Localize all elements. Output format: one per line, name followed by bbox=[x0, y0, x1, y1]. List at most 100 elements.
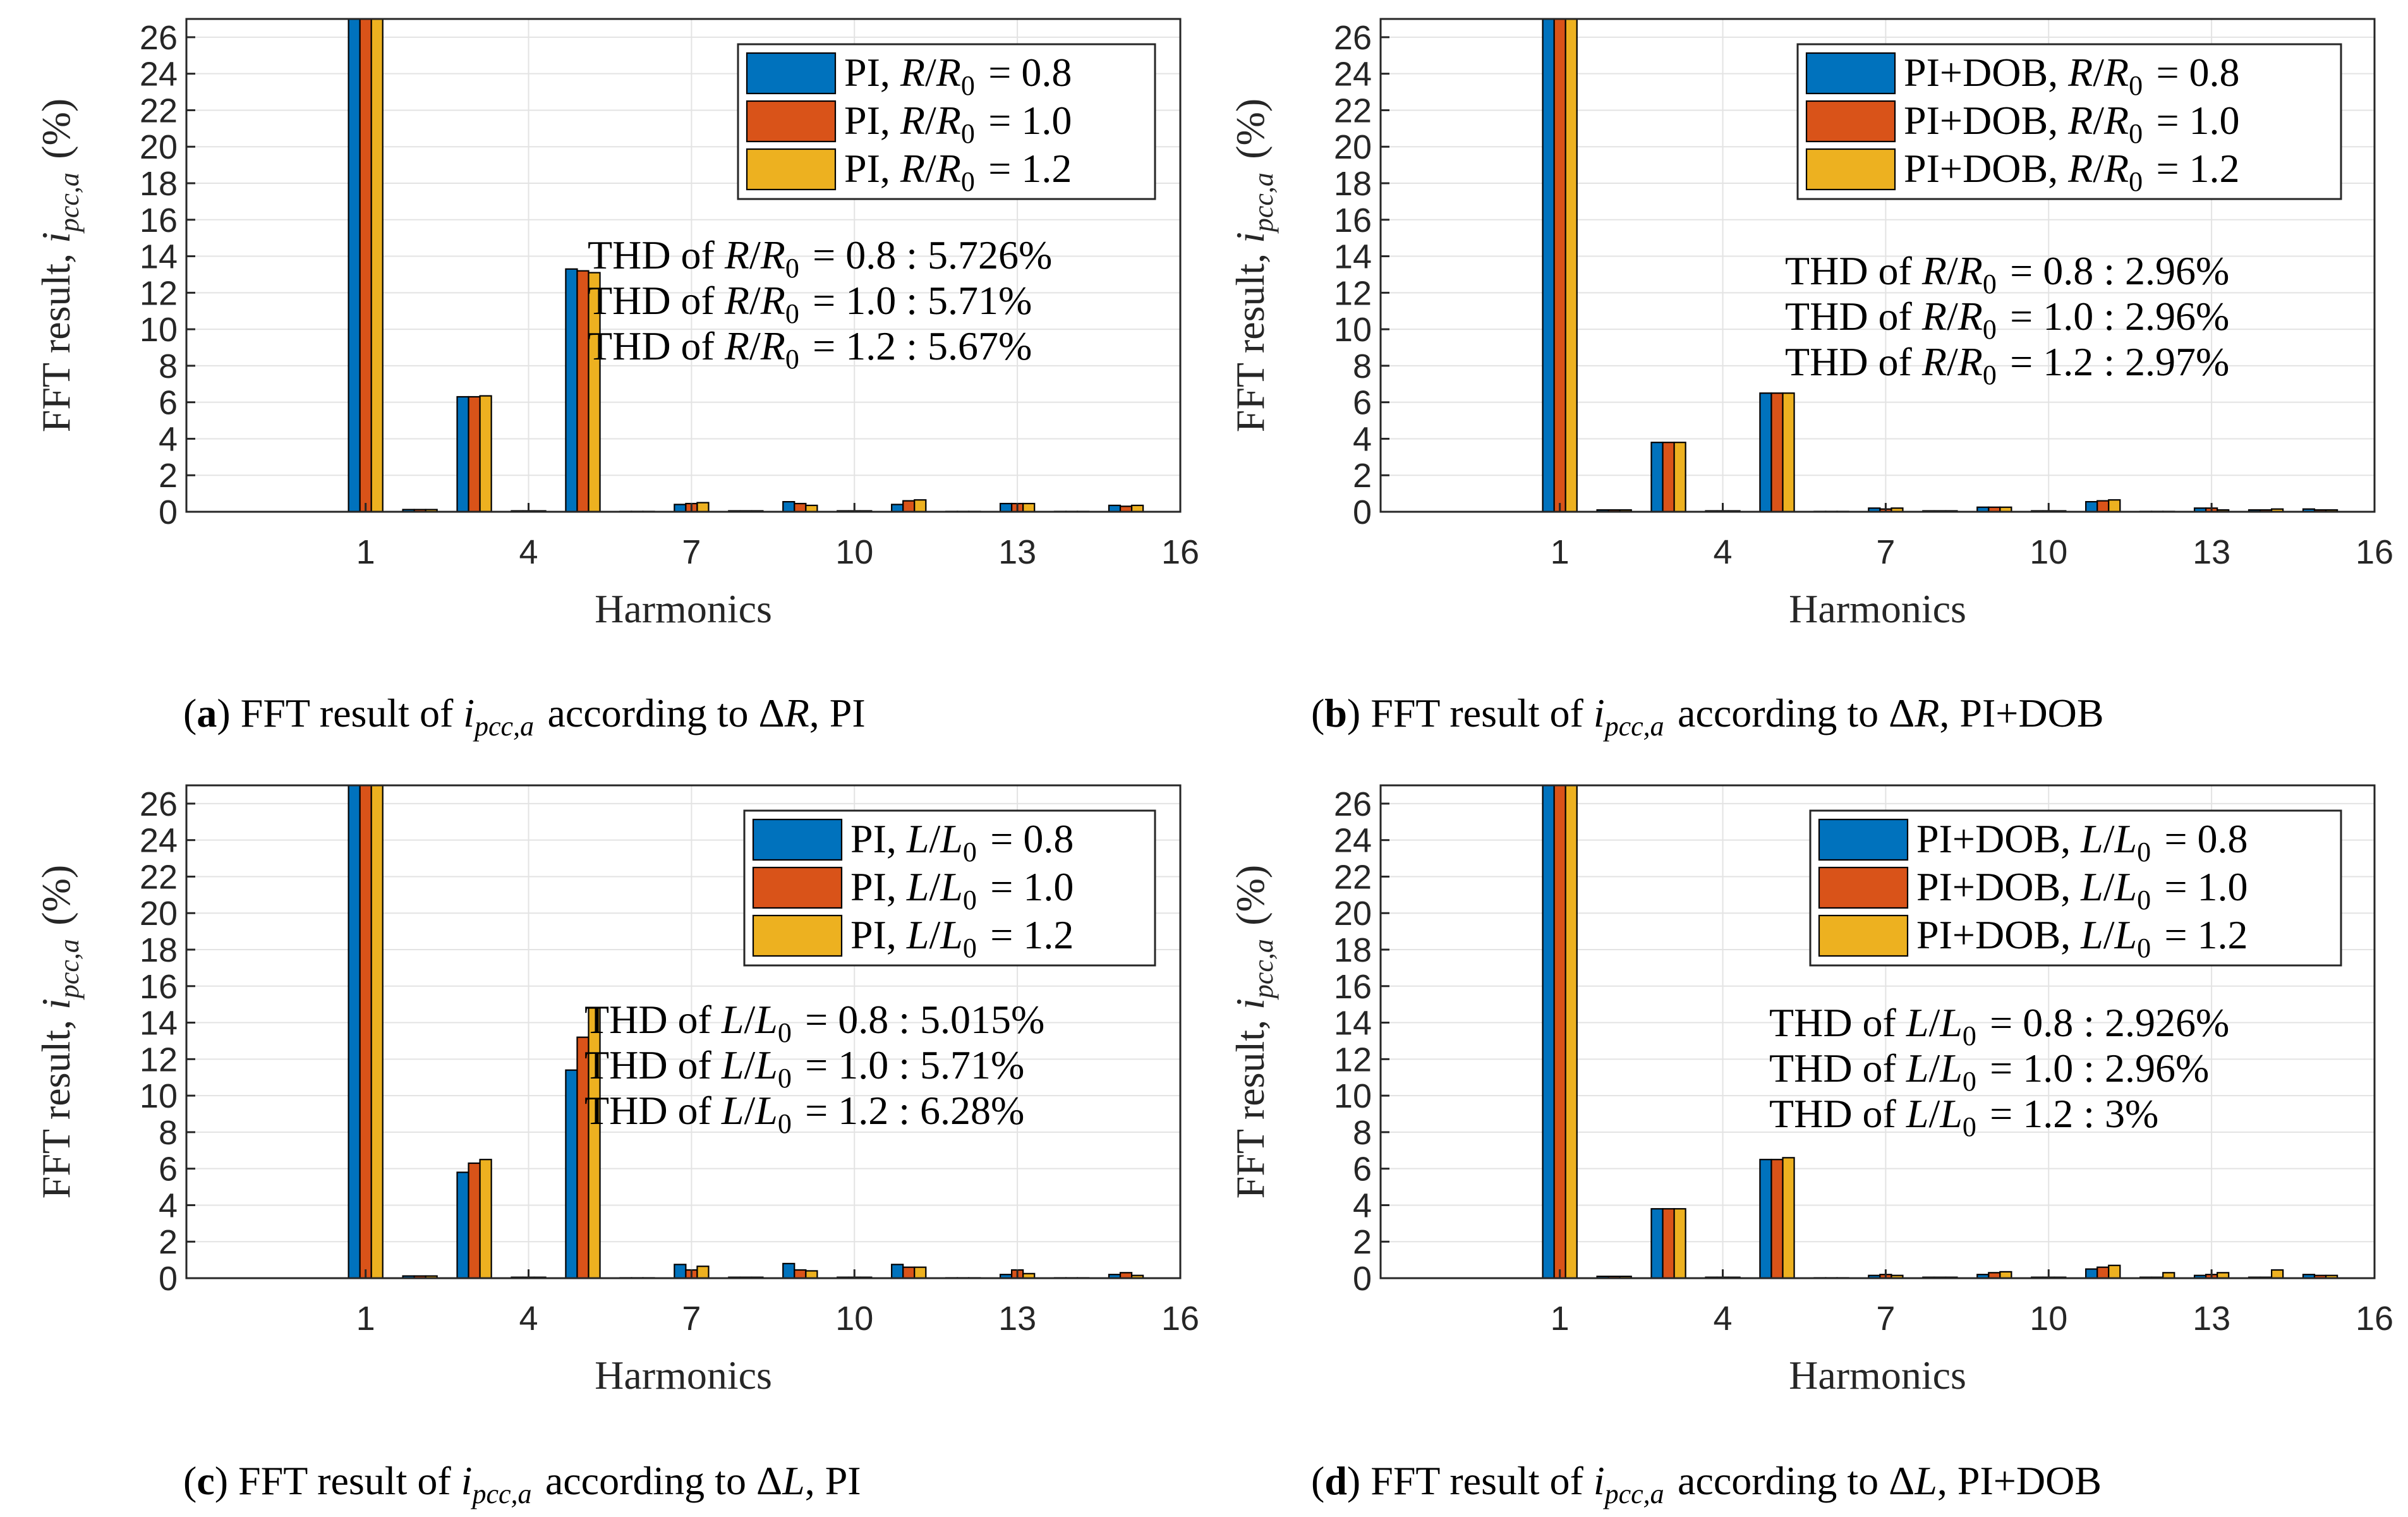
y-tick-label: 20 bbox=[140, 895, 178, 933]
x-tick-label: 1 bbox=[356, 1300, 375, 1338]
bar-c-s1-h1 bbox=[348, 785, 361, 1278]
caption-c: (c) FFT result of ipcc,a according to ΔL… bbox=[183, 1458, 861, 1509]
y-tick-label: 6 bbox=[159, 384, 178, 422]
x-tick-label: 4 bbox=[519, 1300, 538, 1338]
bar-a-s3-h9 bbox=[805, 504, 818, 512]
bar-c-s2-h11 bbox=[902, 1266, 916, 1278]
x-tick-label: 16 bbox=[2356, 533, 2393, 571]
y-tick-label: 24 bbox=[1334, 56, 1372, 94]
y-tick-label: 18 bbox=[1334, 165, 1372, 203]
y-tick-label: 16 bbox=[1334, 968, 1372, 1006]
bar-d-s3-h9 bbox=[1999, 1271, 2012, 1278]
bars bbox=[348, 785, 1144, 1278]
bar-a-s3-h11 bbox=[914, 499, 927, 512]
bar-b-s1-h5 bbox=[1759, 392, 1772, 512]
x-tick-label: 1 bbox=[356, 533, 375, 571]
y-axis-label: FFT result, ipcc,a (%) bbox=[33, 865, 85, 1199]
y-tick-label: 12 bbox=[1334, 274, 1372, 312]
y-axis-label: FFT result, ipcc,a (%) bbox=[1228, 99, 1279, 432]
legend-swatch-2 bbox=[1818, 866, 1909, 909]
x-tick-label: 13 bbox=[998, 1300, 1036, 1338]
bar-c-s1-h11 bbox=[891, 1264, 904, 1278]
x-tick-label: 7 bbox=[682, 533, 701, 571]
bar-d-s1-h3 bbox=[1650, 1208, 1664, 1278]
y-tick-label: 4 bbox=[159, 1187, 178, 1224]
y-tick-label: 4 bbox=[159, 420, 178, 458]
x-tick-label: 13 bbox=[998, 533, 1036, 571]
bar-a-s1-h1 bbox=[348, 19, 361, 512]
legend-swatch-2 bbox=[752, 866, 843, 909]
bar-a-s2-h1 bbox=[359, 19, 372, 512]
legend-entry-2: PI+DOB, R/R0 = 1.0 bbox=[1904, 98, 2240, 149]
legend-entry-3: PI+DOB, R/R0 = 1.2 bbox=[1904, 146, 2240, 197]
bars bbox=[348, 19, 1144, 512]
x-axis-label: Harmonics bbox=[1789, 1353, 1966, 1398]
y-tick-label: 26 bbox=[1334, 19, 1372, 57]
bar-d-s3-h12 bbox=[2162, 1272, 2175, 1278]
y-tick-label: 10 bbox=[140, 1077, 178, 1115]
bar-b-s3-h7 bbox=[1891, 507, 1904, 512]
legend-entry-3: PI+DOB, L/L0 = 1.2 bbox=[1916, 912, 2248, 964]
bar-d-s3-h13 bbox=[2217, 1272, 2230, 1278]
bar-c-s1-h3 bbox=[456, 1171, 469, 1278]
y-axis-label: FFT result, ipcc,a (%) bbox=[33, 99, 85, 432]
y-tick-label: 22 bbox=[140, 858, 178, 896]
y-tick-label: 14 bbox=[1334, 238, 1372, 276]
caption-b: (b) FFT result of ipcc,a according to ΔR… bbox=[1311, 691, 2104, 742]
bar-b-s1-h11 bbox=[2085, 501, 2098, 512]
bar-a-s1-h9 bbox=[782, 501, 796, 512]
y-tick-label: 10 bbox=[140, 311, 178, 349]
y-tick-label: 20 bbox=[140, 128, 178, 166]
legend-swatch-1 bbox=[1805, 52, 1896, 95]
bar-d-s3-h14 bbox=[2271, 1269, 2284, 1278]
y-tick-label: 0 bbox=[1353, 493, 1372, 531]
legend-entry-1: PI, L/L0 = 0.8 bbox=[850, 816, 1074, 867]
bar-d-s3-h5 bbox=[1782, 1157, 1795, 1278]
y-tick-label: 20 bbox=[1334, 128, 1372, 166]
bar-a-s2-h11 bbox=[902, 500, 916, 512]
x-tick-label: 7 bbox=[682, 1300, 701, 1338]
legend-entry-2: PI, L/L0 = 1.0 bbox=[850, 864, 1074, 916]
y-tick-label: 12 bbox=[1334, 1041, 1372, 1079]
bar-c-s1-h9 bbox=[782, 1262, 796, 1278]
y-tick-label: 22 bbox=[1334, 92, 1372, 130]
legend-entry-1: PI+DOB, R/R0 = 0.8 bbox=[1904, 50, 2240, 101]
y-tick-label: 22 bbox=[1334, 858, 1372, 896]
bar-c-s3-h11 bbox=[914, 1266, 927, 1278]
bar-c-s3-h13 bbox=[1022, 1272, 1036, 1278]
thd-annotation-2: THD of L/L0 = 1.0 : 5.71% bbox=[584, 1043, 1024, 1094]
legend: PI+DOB, L/L0 = 0.8PI+DOB, L/L0 = 1.0PI+D… bbox=[1809, 809, 2342, 967]
legend-swatch-3 bbox=[1805, 148, 1896, 191]
x-tick-label: 10 bbox=[2030, 1300, 2067, 1338]
bar-c-s3-h1 bbox=[370, 785, 384, 1278]
bar-b-s3-h11 bbox=[2108, 499, 2121, 512]
x-tick-label: 4 bbox=[1714, 1300, 1733, 1338]
x-tick-label: 16 bbox=[1161, 1300, 1199, 1338]
legend-swatch-1 bbox=[746, 52, 837, 95]
bar-b-s2-h11 bbox=[2096, 500, 2110, 512]
chart-panel-b: 1 4 7 10 13 1602468101214161820222426Harmonic… bbox=[1228, 18, 2393, 742]
y-tick-label: 18 bbox=[140, 165, 178, 203]
y-tick-label: 8 bbox=[1353, 348, 1372, 385]
legend-entry-1: PI+DOB, L/L0 = 0.8 bbox=[1916, 816, 2248, 867]
legend: PI, R/R0 = 0.8PI, R/R0 = 1.0PI, R/R0 = 1… bbox=[737, 43, 1156, 200]
bar-c-s2-h1 bbox=[359, 785, 372, 1278]
y-tick-label: 6 bbox=[1353, 384, 1372, 422]
y-tick-label: 14 bbox=[140, 1005, 178, 1043]
bar-d-s2-h11 bbox=[2096, 1266, 2110, 1278]
y-tick-label: 12 bbox=[140, 1041, 178, 1079]
legend-entry-2: PI, R/R0 = 1.0 bbox=[844, 98, 1072, 149]
bar-c-s3-h7 bbox=[696, 1266, 710, 1278]
bar-a-s2-h5 bbox=[576, 270, 590, 512]
bar-a-s1-h11 bbox=[891, 504, 904, 512]
thd-annotation-3: THD of L/L0 = 1.2 : 6.28% bbox=[584, 1088, 1024, 1139]
y-tick-label: 26 bbox=[1334, 785, 1372, 823]
x-axis-label: Harmonics bbox=[1789, 586, 1966, 631]
axes-box bbox=[1379, 784, 2376, 1279]
y-tick-label: 16 bbox=[1334, 202, 1372, 239]
bar-d-s1-h5 bbox=[1759, 1159, 1772, 1278]
x-tick-label: 7 bbox=[1876, 1300, 1895, 1338]
y-tick-label: 0 bbox=[159, 493, 178, 531]
bar-a-s1-h13 bbox=[999, 502, 1013, 512]
thd-annotation-2: THD of L/L0 = 1.0 : 2.96% bbox=[1769, 1046, 2209, 1097]
